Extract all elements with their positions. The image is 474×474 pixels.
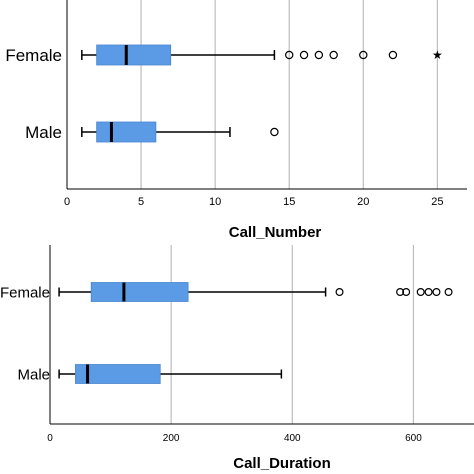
box-male bbox=[58, 364, 283, 384]
outlier-point bbox=[329, 50, 338, 60]
x-tick-label: 400 bbox=[284, 433, 301, 444]
grid-lines bbox=[140, 0, 438, 189]
x-tick-label: 200 bbox=[163, 433, 180, 444]
grid-lines bbox=[170, 245, 415, 424]
x-tick-label: 0 bbox=[64, 196, 70, 208]
x-tick-labels: 0 200 400 600 bbox=[47, 433, 422, 444]
x-tick-label: 20 bbox=[357, 196, 369, 208]
category-label: Male bbox=[25, 123, 62, 142]
iqr-box bbox=[96, 121, 157, 143]
x-tick-label: 600 bbox=[405, 433, 422, 444]
x-tick-label: 5 bbox=[138, 196, 144, 208]
outlier-point bbox=[416, 288, 425, 297]
box-group bbox=[58, 282, 453, 384]
box-female: ★ bbox=[81, 44, 443, 66]
x-axis-title: Call_Number bbox=[229, 224, 322, 241]
outlier-point bbox=[424, 288, 433, 297]
x-axis-title: Call_Duration bbox=[233, 455, 331, 472]
category-labels: Female Male bbox=[0, 284, 50, 383]
category-labels: Female Male bbox=[5, 46, 62, 142]
outlier-point bbox=[444, 288, 453, 297]
box-female bbox=[58, 282, 453, 302]
outlier-point bbox=[285, 50, 294, 60]
call-duration-boxplot: 0 200 400 600 Female Male Call_Duration bbox=[0, 245, 474, 472]
outlier-point bbox=[335, 288, 344, 297]
category-label: Female bbox=[5, 46, 62, 65]
outlier-point bbox=[402, 288, 411, 297]
extreme-point: ★ bbox=[432, 48, 443, 62]
outlier-point bbox=[432, 288, 441, 297]
category-label: Male bbox=[17, 366, 50, 383]
outlier-point bbox=[359, 50, 368, 60]
outlier-point bbox=[388, 50, 398, 60]
axes bbox=[66, 0, 467, 190]
call-number-boxplot: ★ 0 5 10 15 20 25 Female Male Call_Number bbox=[5, 0, 467, 241]
box-male bbox=[81, 121, 279, 143]
iqr-box bbox=[90, 282, 189, 302]
iqr-box bbox=[96, 44, 172, 66]
outlier-point bbox=[270, 127, 279, 137]
outlier-point bbox=[299, 50, 309, 60]
x-tick-labels: 0 5 10 15 20 25 bbox=[64, 196, 444, 208]
x-tick-label: 25 bbox=[431, 196, 443, 208]
category-label: Female bbox=[0, 284, 50, 301]
outlier-point bbox=[396, 288, 405, 297]
iqr-box bbox=[75, 364, 161, 384]
x-tick-label: 15 bbox=[283, 196, 295, 208]
axes bbox=[49, 245, 474, 425]
box-group: ★ bbox=[81, 44, 443, 143]
x-tick-label: 10 bbox=[209, 196, 221, 208]
x-tick-label: 0 bbox=[47, 433, 53, 444]
outlier-point bbox=[314, 50, 324, 60]
